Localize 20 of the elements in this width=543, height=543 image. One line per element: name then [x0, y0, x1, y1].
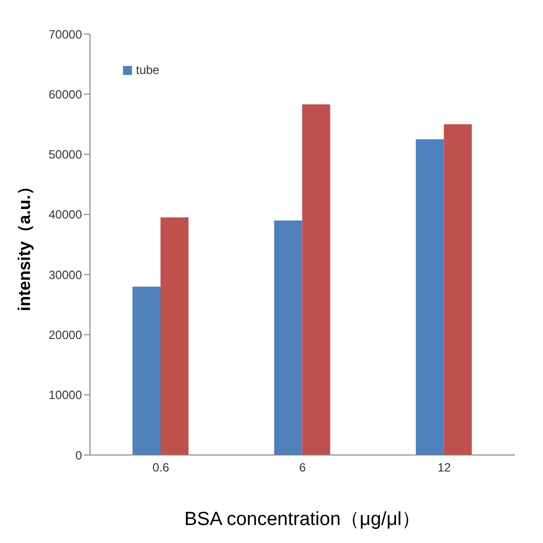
y-tick-label: 60000: [48, 87, 82, 102]
x-tick-label: 0.6: [152, 460, 170, 475]
bar: [444, 124, 472, 455]
y-tick-label: 0: [75, 448, 82, 462]
x-tick-label: 12: [437, 460, 452, 475]
y-tick-label: 40000: [48, 208, 82, 222]
bar: [302, 104, 330, 455]
y-tick-label: 30000: [48, 268, 82, 282]
legend-label: tube: [136, 63, 160, 77]
bar: [132, 286, 160, 455]
y-tick-label: 50000: [48, 148, 82, 162]
x-tick-label: 6: [299, 460, 306, 475]
bar: [416, 139, 444, 455]
y-axis-title: intensity（a.u.）: [15, 178, 34, 312]
y-tick-label: 10000: [48, 388, 82, 402]
x-axis-title: BSA concentration（μg/μl）: [184, 509, 421, 530]
y-tick-label: 20000: [48, 328, 82, 342]
bar: [160, 217, 188, 455]
y-tick-label: 70000: [48, 27, 82, 42]
bar: [274, 220, 302, 455]
